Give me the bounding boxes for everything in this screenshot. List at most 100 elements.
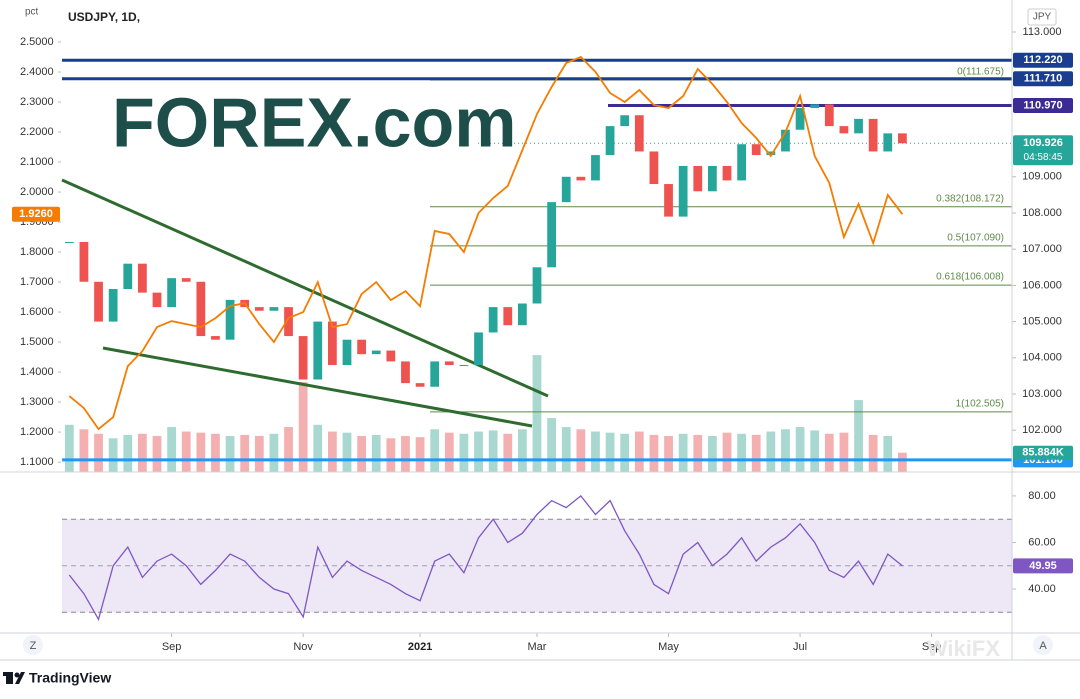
volume-bar xyxy=(737,433,746,472)
volume-bar xyxy=(459,433,469,472)
price-candle xyxy=(605,126,615,156)
price-candle xyxy=(868,118,878,152)
price-candle xyxy=(722,165,732,181)
volume-bar xyxy=(605,432,615,472)
volume-bar xyxy=(883,436,893,472)
price-candle xyxy=(795,108,805,130)
volume-bar xyxy=(357,436,366,472)
price-candle xyxy=(664,184,673,217)
price-candle xyxy=(532,267,542,304)
fib-label: 0.618(106.008) xyxy=(936,272,1004,283)
price-candle xyxy=(444,361,454,366)
y-tick-label: 1.8000 xyxy=(20,246,54,258)
volume-bar xyxy=(152,436,162,472)
price-candle xyxy=(751,144,761,156)
rsi-tick-label: 40.00 xyxy=(1028,583,1056,595)
price-level-tag: 110.970 xyxy=(1023,99,1062,111)
price-candle xyxy=(284,307,293,337)
price-candle xyxy=(708,165,717,192)
x-tick-label: Nov xyxy=(293,641,313,653)
volume-bar xyxy=(328,431,337,472)
price-candle xyxy=(298,336,308,380)
y-tick-label: 1.5000 xyxy=(20,336,54,348)
volume-bar xyxy=(371,434,381,472)
volume-bar xyxy=(824,433,834,472)
volume-bar xyxy=(430,429,440,472)
price-candle xyxy=(547,202,556,268)
volume-bar xyxy=(839,432,849,472)
price-candle xyxy=(430,361,440,387)
price-candle xyxy=(824,104,834,127)
price-level-tag: 112.220 xyxy=(1023,54,1062,66)
volume-bar xyxy=(211,433,220,472)
y2-tick-label: 103.000 xyxy=(1022,388,1062,400)
auto-scale-button[interactable] xyxy=(1033,635,1053,655)
price-candle xyxy=(561,176,571,203)
volume-bar xyxy=(547,418,556,472)
volume-bar xyxy=(781,429,790,472)
volume-bar xyxy=(620,433,630,472)
logo-mark xyxy=(15,672,25,684)
volume-bar xyxy=(532,355,542,472)
volume-bar xyxy=(708,436,717,472)
zoom-button[interactable] xyxy=(23,635,43,655)
price-level-tag: 111.710 xyxy=(1024,73,1063,85)
trend-lines xyxy=(61,178,549,428)
fib-label: 0.382(108.172) xyxy=(936,193,1004,204)
x-tick-label: May xyxy=(658,641,679,653)
volume-bar xyxy=(342,432,352,472)
volume-bar xyxy=(313,424,323,472)
price-candle xyxy=(898,133,907,144)
zoom-button-label[interactable]: Z xyxy=(30,640,37,652)
price-candle xyxy=(254,307,264,311)
y-tick-label: 1.6000 xyxy=(20,306,54,318)
countdown: 04:58:45 xyxy=(1024,152,1063,163)
price-candle xyxy=(591,155,600,181)
price-candle xyxy=(94,281,103,322)
volume-bar xyxy=(474,431,483,472)
fib-label: 1(102.505) xyxy=(956,399,1004,410)
price-candle xyxy=(386,350,396,362)
volume-last-tag-box xyxy=(1013,445,1073,460)
volume-bar xyxy=(181,431,191,472)
watermark: WikiFX xyxy=(927,636,1000,661)
price-candle xyxy=(313,321,323,380)
price-candle xyxy=(576,176,586,181)
price-candle xyxy=(211,336,220,340)
price-candle xyxy=(488,307,498,333)
rsi-last-tag-box xyxy=(1013,558,1073,574)
volume-bar xyxy=(79,429,89,472)
y2-tick-label: 104.000 xyxy=(1022,352,1062,364)
volume-bar xyxy=(240,434,250,472)
forex-logo: FOREX.com xyxy=(112,83,517,161)
volume-bar xyxy=(254,436,264,472)
volume-bar xyxy=(503,433,513,472)
comparison-line xyxy=(68,55,904,431)
volume-bar xyxy=(225,436,235,472)
price-candle xyxy=(371,350,381,355)
volume-bar xyxy=(751,434,761,472)
volume-bar xyxy=(94,433,103,472)
y2-tick-label: 105.000 xyxy=(1022,315,1062,327)
price-candle xyxy=(518,303,527,326)
y-tick-label: 2.0000 xyxy=(20,186,54,198)
fib-label: 0(111.675) xyxy=(957,67,1004,78)
price-candle xyxy=(693,165,703,192)
volume-bar xyxy=(649,434,659,472)
y2-tick-label: 113.000 xyxy=(1023,26,1062,38)
volume-bar xyxy=(854,400,863,472)
y-tick-label: 2.2000 xyxy=(20,126,54,138)
volume-bar xyxy=(167,427,176,472)
volume-bar xyxy=(591,431,600,472)
auto-scale-label[interactable]: A xyxy=(1039,640,1047,652)
price-candle xyxy=(459,365,469,367)
y-tick-label: 1.2000 xyxy=(20,426,54,438)
volume-bar xyxy=(123,434,133,472)
volume-bar xyxy=(108,438,118,472)
y2-tick-label: 108.000 xyxy=(1022,207,1062,219)
y2-tick-label: 107.000 xyxy=(1022,243,1062,255)
volume-bar xyxy=(64,424,74,472)
rsi-line xyxy=(68,494,903,621)
volume-bar xyxy=(634,431,644,472)
volume-bar xyxy=(138,433,147,472)
